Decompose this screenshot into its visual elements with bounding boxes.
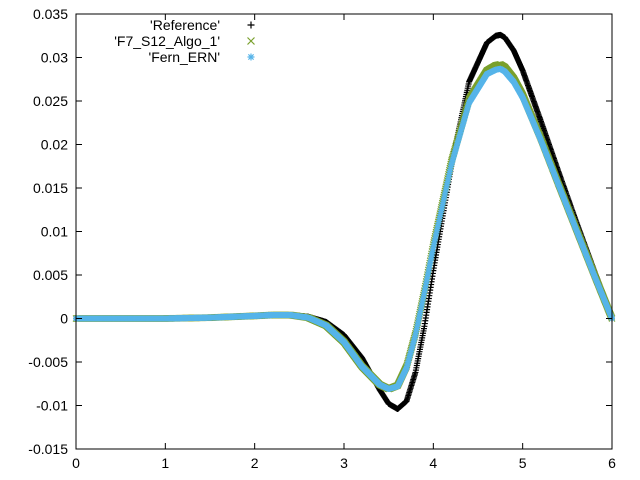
y-tick-label: -0.01 bbox=[36, 398, 68, 414]
x-tick-label: 6 bbox=[608, 455, 616, 471]
legend-label: 'F7_S12_Algo_1' bbox=[114, 33, 220, 49]
legend-marker-glyph bbox=[247, 21, 255, 29]
plot-frame bbox=[75, 13, 613, 450]
legend: 'Reference''F7_S12_Algo_1''Fern_ERN' bbox=[114, 17, 255, 65]
series-3 bbox=[73, 65, 615, 392]
x-tick-label: 3 bbox=[340, 455, 348, 471]
y-tick-label: 0 bbox=[60, 311, 68, 327]
legend-label: 'Fern_ERN' bbox=[149, 49, 220, 65]
legend-marker bbox=[247, 21, 255, 29]
y-tick-label: 0.025 bbox=[33, 93, 68, 109]
y-tick-label: 0.03 bbox=[41, 50, 68, 66]
x-tick-label: 1 bbox=[161, 455, 169, 471]
legend-marker bbox=[247, 37, 255, 45]
y-tick-label: 0.02 bbox=[41, 137, 68, 153]
legend-label: 'Reference' bbox=[150, 17, 220, 33]
series-1 bbox=[73, 31, 615, 412]
y-tick-label: -0.015 bbox=[28, 441, 68, 457]
legend-marker-glyph bbox=[247, 53, 255, 61]
legend-marker-glyph bbox=[247, 37, 255, 45]
x-tick-label: 5 bbox=[519, 455, 527, 471]
x-tick-label: 0 bbox=[72, 455, 80, 471]
legend-marker bbox=[247, 53, 255, 61]
y-tick-label: 0.015 bbox=[33, 180, 68, 196]
axis-ticks-layer: 0 1 2 3 4 5 6 -0.015 -0.01 -0.005 0 0.005 0.01 0.015 0… bbox=[28, 6, 616, 471]
y-tick-label: 0.005 bbox=[33, 267, 68, 283]
x-tick-label: 2 bbox=[251, 455, 259, 471]
plot-data-layer bbox=[72, 31, 616, 412]
y-tick-label: -0.005 bbox=[28, 354, 68, 370]
x-tick-label: 4 bbox=[429, 455, 437, 471]
y-tick-label: 0.035 bbox=[33, 6, 68, 22]
y-tick-label: 0.01 bbox=[41, 224, 68, 240]
